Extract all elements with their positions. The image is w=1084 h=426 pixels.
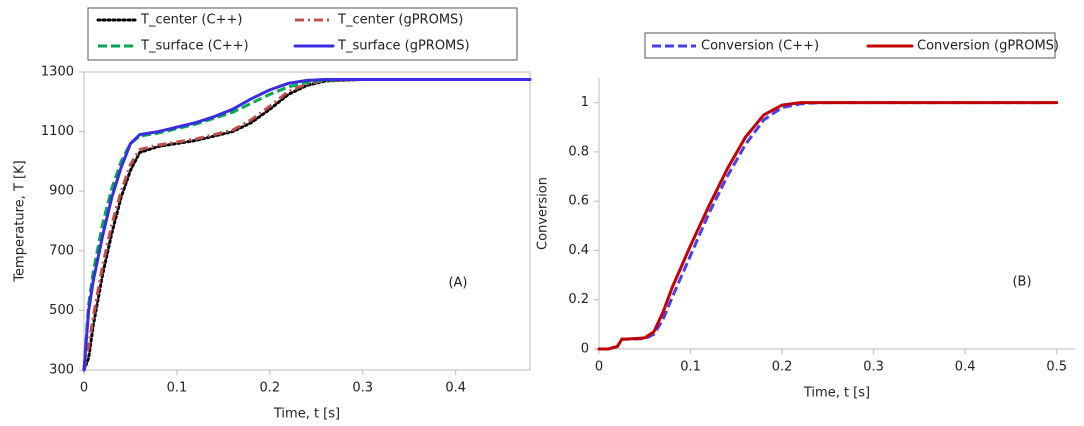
y-axis-label: Conversion (536, 177, 551, 250)
y-tick-label: 0.2 (568, 292, 589, 307)
x-tick-label: 0.2 (772, 360, 793, 375)
y-tick-label: 700 (49, 243, 74, 258)
y-tick-label: 300 (49, 363, 74, 378)
series-line (599, 101, 1057, 351)
series-line (82, 77, 532, 372)
series-line (82, 77, 532, 372)
y-tick-label: 1 (581, 95, 589, 110)
x-axis-label: Time, t [s] (803, 386, 870, 401)
legend-label: T_center (C++) (140, 13, 242, 28)
legend-box (87, 7, 518, 61)
x-tick-label: 0.3 (863, 360, 884, 375)
series-line (82, 77, 530, 371)
x-tick-label: 0 (80, 381, 88, 396)
legend: Conversion (C++) Conversion (gPROMS) (644, 32, 1059, 59)
y-tick-label: 900 (49, 184, 74, 199)
legend-label: T_surface (gPROMS) (337, 39, 470, 54)
x-tick-label: 0.2 (259, 381, 280, 396)
x-tick-label: 0.3 (352, 381, 373, 396)
y-tick-label: 0.6 (568, 194, 589, 209)
y-tick-label: 0.8 (568, 144, 589, 159)
y-tick-label: 0.4 (568, 243, 589, 258)
legend-label: Conversion (gPROMS) (917, 39, 1059, 54)
x-axis-label: Time, t [s] (273, 407, 340, 422)
x-tick-label: 0 (595, 360, 603, 375)
x-tick-label: 0.1 (680, 360, 701, 375)
y-tick-label: 1300 (41, 65, 74, 80)
x-tick-label: 0.4 (955, 360, 976, 375)
legend-label: T_surface (C++) (140, 39, 249, 54)
legend-label: T_center (gPROMS) (337, 13, 463, 28)
plot-frame (83, 71, 531, 371)
legend-box (644, 32, 1056, 59)
annotation: (A) (448, 276, 467, 291)
x-tick-label: 0.4 (445, 381, 466, 396)
x-tick-label: 0.1 (167, 381, 188, 396)
legend-label: Conversion (C++) (701, 39, 819, 54)
y-axis-label: Temperature, T [K] (13, 160, 28, 282)
series-line (82, 77, 530, 371)
y-tick-label: 500 (49, 303, 74, 318)
legend: T_center (C++) T_center (gPROMS) T_surface… (87, 7, 518, 61)
series-line (597, 101, 1059, 351)
y-tick-label: 0 (581, 342, 589, 357)
y-tick-label: 1100 (41, 124, 74, 139)
annotation: (B) (1012, 275, 1031, 290)
x-tick-label: 0.5 (1046, 360, 1067, 375)
